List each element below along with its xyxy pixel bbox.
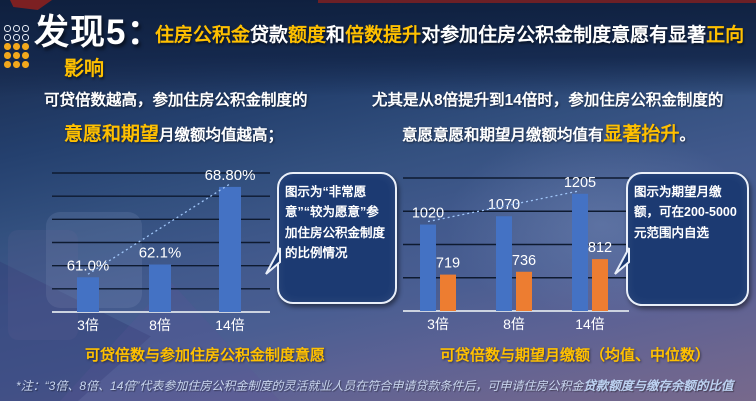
dot-icon [4, 43, 11, 50]
bar [420, 224, 436, 311]
dot-icon [22, 34, 29, 41]
dot-icon [4, 52, 11, 59]
bar [440, 274, 456, 311]
bar-chart-willingness: 61.0% 3倍 62.1% 8倍 68.80% 14倍 [52, 167, 270, 333]
callout-bubble-right: 图示为期望月缴额，可在200-5000元范围内自选 [614, 172, 749, 306]
insight-left-line1: 可贷倍数越高，参加住房公积金制度的 [44, 92, 308, 109]
text-segment: 住房公积金 [155, 25, 251, 46]
red-accent-strip [318, 0, 756, 3]
finding-number-label: 发现5： [34, 13, 163, 52]
text-segment: 。 [679, 127, 696, 144]
callout-right-text: 图示为期望月缴额，可在200-5000元范围内自选 [634, 185, 737, 240]
dot-icon [22, 25, 29, 32]
trendline [87, 183, 231, 275]
dot-icon [4, 25, 11, 32]
bar [592, 259, 608, 311]
insight-right-line1: 尤其是从8倍提升到14倍时，参加住房公积金制度的 [372, 92, 724, 109]
text-segment: 和 [326, 25, 346, 46]
bar-value-label: 1205 [564, 175, 596, 191]
bar [496, 216, 512, 311]
text-segment: 倍数提升 [345, 25, 422, 46]
x-axis-label: 14倍 [215, 317, 245, 333]
dot-icon [22, 61, 29, 68]
bar-value-label: 1020 [412, 206, 444, 222]
trendline [427, 190, 581, 223]
x-axis-label: 14倍 [575, 316, 605, 332]
footnote-bold: 贷款额度与缴存余额的比值 [583, 379, 734, 393]
bar [149, 264, 171, 312]
x-axis-label: 8倍 [149, 317, 171, 333]
x-axis-label: 3倍 [427, 316, 449, 332]
insight-right-line2: 意愿意愿和期望月缴额均值有显著抬升。 [402, 118, 748, 153]
bar-value-label: 719 [436, 256, 460, 272]
bar-value-label: 62.1% [139, 245, 182, 262]
title-band [0, 0, 756, 96]
insight-left-line2: 意愿和期望月缴额均值越高； [64, 118, 354, 153]
dots-decoration [4, 25, 31, 70]
text-segment: 显著抬升 [603, 124, 680, 145]
footnote: *注：“3倍、8倍、14倍”代表参加住房公积金制度的灵活就业人员在符合申请贷款条… [16, 375, 754, 394]
bar-value-label: 68.80% [205, 167, 256, 184]
insight-text-right: 尤其是从8倍提升到14倍时，参加住房公积金制度的 意愿意愿和期望月缴额均值有显著… [372, 84, 748, 153]
callout-left-text: 图示为“非常愿意”“较为愿意”参加住房公积金制度的比例情况 [285, 185, 386, 260]
dot-icon [13, 61, 20, 68]
bar [572, 193, 588, 311]
callout-bubble-left: 图示为“非常愿意”“较为愿意”参加住房公积金制度的比例情况 [265, 172, 397, 304]
bubble-tail [614, 247, 630, 275]
dot-icon [4, 61, 11, 68]
text-segment: 意愿和期望 [64, 124, 160, 145]
chart-title-right: 可贷倍数与期望月缴额（均值、中位数） [439, 347, 710, 364]
x-axis-label: 3倍 [77, 317, 99, 333]
dot-icon [13, 34, 20, 41]
background-photo-shape [8, 230, 78, 340]
x-axis-label: 8倍 [503, 316, 525, 332]
bar-value-label: 1070 [488, 197, 520, 213]
text-segment: 对参加住房公积金制度意愿有显著 [421, 25, 707, 46]
text-segment: 月缴额均值越高； [159, 127, 284, 144]
headline-line2: 影响 [64, 58, 104, 80]
chart-title-left: 可贷倍数与参加住房公积金制度意愿 [84, 347, 325, 364]
text-segment: 额度 [288, 25, 327, 46]
bar [77, 277, 99, 312]
footnote-regular: *注：“3倍、8倍、14倍”代表参加住房公积金制度的灵活就业人员在符合申请贷款条… [16, 379, 584, 393]
dot-icon [22, 52, 29, 59]
dot-icon [13, 43, 20, 50]
text-segment: 贷款 [250, 25, 289, 46]
text-segment: 正向 [706, 25, 745, 46]
dot-icon [13, 25, 20, 32]
bar-value-label: 736 [512, 253, 536, 269]
bar [516, 271, 532, 311]
dot-icon [4, 34, 11, 41]
bar-value-label: 61.0% [67, 257, 110, 274]
red-accent-shape [10, 0, 52, 10]
dot-icon [22, 43, 29, 50]
bar [219, 186, 241, 312]
dot-icon [13, 52, 20, 59]
insight-text-left: 可贷倍数越高，参加住房公积金制度的 意愿和期望月缴额均值越高； [44, 84, 354, 153]
bar-value-label: 812 [588, 240, 612, 256]
text-segment: 意愿意愿和期望月缴额均值有 [402, 127, 604, 144]
bar-chart-monthly-payment: 1020 719 3倍 1070 736 8倍 1205 812 14倍 [403, 175, 629, 332]
headline-line1: 住房公积金贷款额度和倍数提升对参加住房公积金制度意愿有显著正向 [155, 20, 744, 47]
bubble-tail [265, 247, 281, 275]
